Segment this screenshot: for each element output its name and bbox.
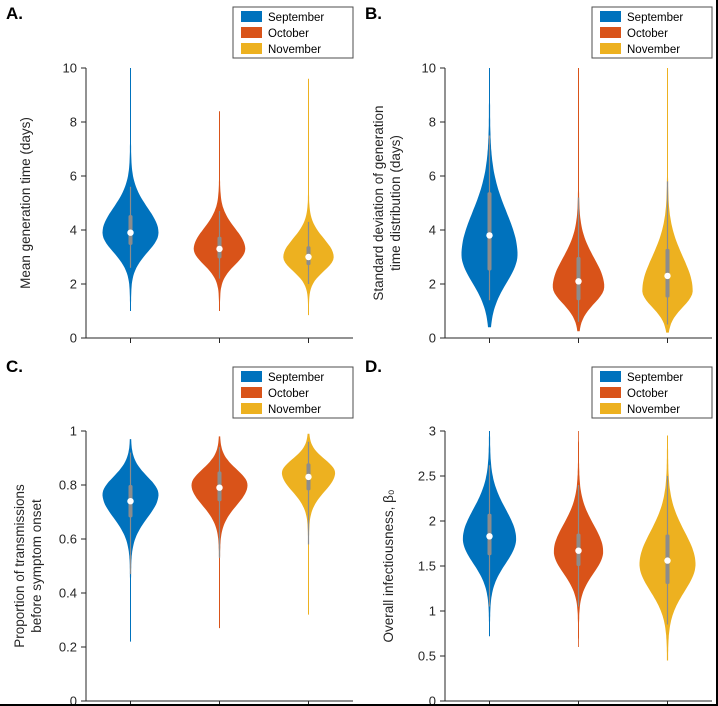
y-tick-label: 0: [70, 331, 77, 346]
y-tick-label: 6: [70, 169, 77, 184]
legend-label-november: November: [268, 404, 321, 416]
panel-b: B. 0 2 4 6 8 10 Standard deviation of generati…: [359, 0, 716, 353]
panel-d-plot: 0 0.5 1 1.5 2 2.5 3 Overall infectiousness, β₀ S…: [359, 353, 716, 706]
y-tick-label: 0: [429, 694, 436, 706]
legend-label-september: September: [627, 12, 683, 24]
y-tick-label: 0: [70, 694, 77, 706]
y-axis-label: time distribution (days): [388, 135, 403, 271]
legend-swatch-november: [600, 43, 621, 54]
y-tick-label: 0.5: [418, 649, 436, 664]
legend: September October November: [591, 366, 713, 419]
median-dot: [305, 473, 312, 481]
legend-swatch-september: [600, 11, 621, 22]
legend: September October November: [232, 6, 354, 59]
y-tick-label: 10: [63, 61, 77, 76]
median-dot: [664, 272, 671, 280]
y-tick-label: 2: [70, 277, 77, 292]
legend-label-october: October: [627, 28, 668, 40]
panel-c-letter: C.: [6, 357, 23, 376]
median-dot: [216, 484, 223, 491]
y-tick-label: 2: [429, 514, 436, 529]
legend-swatch-october: [241, 27, 262, 38]
violin-chart: 0 2 4 6 8 10 Mean generation time (days) Septem…: [18, 6, 354, 346]
panel-d-letter: D.: [365, 357, 382, 376]
legend-swatch-october: [600, 387, 621, 398]
legend: September October November: [232, 366, 354, 419]
y-tick-label: 0.6: [59, 532, 77, 547]
legend-label-october: October: [627, 388, 668, 400]
y-axis-label: Mean generation time (days): [18, 117, 33, 289]
legend-label-october: October: [268, 388, 309, 400]
panel-a: A. 0 2 4 6 8 10 Mean generation time (days) Sep…: [0, 0, 359, 353]
legend-swatch-november: [600, 403, 621, 414]
legend-label-october: October: [268, 28, 309, 40]
legend-swatch-september: [241, 371, 262, 382]
iqr-box: [487, 192, 492, 271]
legend: September October November: [591, 6, 713, 59]
panel-a-letter: A.: [6, 4, 23, 23]
y-tick-label: 8: [70, 115, 77, 130]
median-dot: [305, 253, 312, 261]
y-tick-label: 0.4: [59, 586, 77, 601]
y-tick-label: 6: [429, 169, 436, 184]
y-tick-label: 0.2: [59, 640, 77, 655]
median-dot: [486, 232, 493, 239]
y-axis-label: Overall infectiousness, β₀: [381, 490, 396, 643]
median-dot: [664, 557, 671, 564]
y-tick-label: 3: [429, 424, 436, 439]
legend-swatch-november: [241, 43, 262, 54]
legend-label-november: November: [627, 44, 680, 56]
y-tick-label: 0: [429, 331, 436, 346]
legend-swatch-october: [241, 387, 262, 398]
panel-b-letter: B.: [365, 4, 382, 23]
panel-c-plot: 0 0.2 0.4 0.6 0.8 1 Proportion of transmission…: [0, 353, 359, 706]
y-tick-label: 2.5: [418, 469, 436, 484]
y-tick-label: 8: [429, 115, 436, 130]
panel-b-plot: 0 2 4 6 8 10 Standard deviation of generation t…: [359, 0, 716, 353]
y-axis-label: before symptom onset: [29, 499, 44, 633]
y-tick-label: 10: [422, 61, 436, 76]
y-tick-label: 4: [429, 223, 436, 238]
y-tick-label: 0.8: [59, 478, 77, 493]
violin-chart: 0 0.2 0.4 0.6 0.8 1 Proportion of transmission…: [12, 366, 354, 706]
legend-swatch-october: [600, 27, 621, 38]
panel-a-plot: 0 2 4 6 8 10 Mean generation time (days) Septem…: [0, 0, 359, 353]
median-dot: [216, 245, 223, 253]
legend-swatch-september: [241, 11, 262, 22]
violin-chart: 0 0.5 1 1.5 2 2.5 3 Overall infectiousness, β₀ S…: [381, 366, 713, 706]
violin-november: [283, 78, 334, 316]
violin-chart: 0 2 4 6 8 10 Standard deviation of generation t…: [371, 6, 713, 346]
median-dot: [575, 547, 582, 554]
legend-swatch-september: [600, 371, 621, 382]
legend-swatch-november: [241, 403, 262, 414]
median-dot: [127, 498, 134, 505]
median-dot: [575, 278, 582, 285]
y-tick-label: 1.5: [418, 559, 436, 574]
panel-c: C. 0 0.2 0.4 0.6 0.8 1 Proportion of transmiss…: [0, 353, 359, 706]
y-tick-label: 1: [429, 604, 436, 619]
legend-label-september: September: [268, 372, 324, 384]
y-tick-label: 1: [70, 424, 77, 439]
legend-label-september: September: [627, 372, 683, 384]
legend-label-november: November: [268, 44, 321, 56]
median-dot: [486, 533, 493, 540]
panel-d: D. 0 0.5 1 1.5 2 2.5 3 Overall infectiousness, …: [359, 353, 716, 706]
y-tick-label: 4: [70, 223, 77, 238]
median-dot: [127, 229, 134, 236]
y-tick-label: 2: [429, 277, 436, 292]
y-axis-label: Proportion of transmissions: [12, 484, 27, 648]
y-axis-label: Standard deviation of generation: [371, 105, 386, 300]
legend-label-september: September: [268, 12, 324, 24]
legend-label-november: November: [627, 404, 680, 416]
